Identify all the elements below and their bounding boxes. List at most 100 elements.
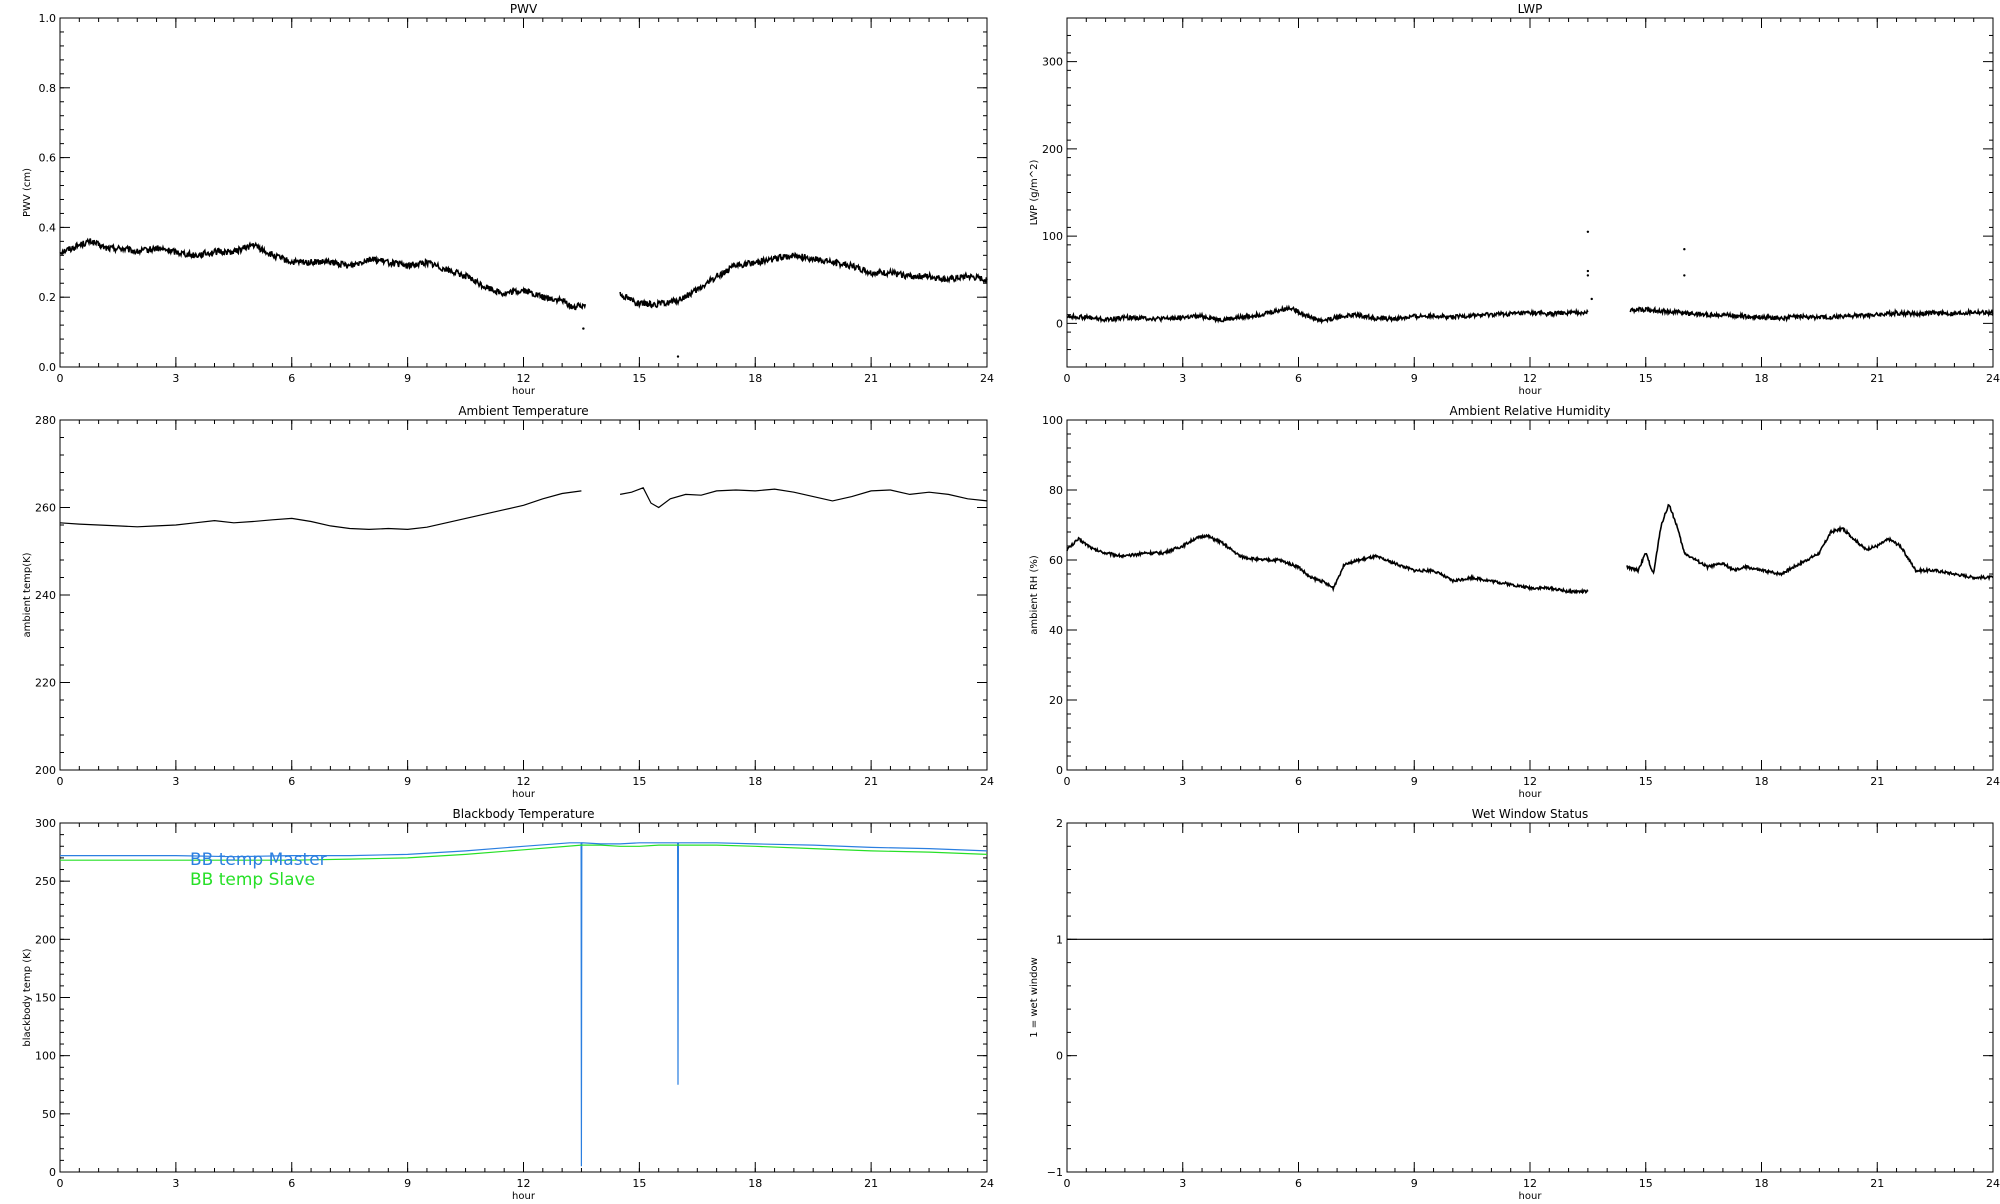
x-tick-label: 15 (1639, 1177, 1653, 1190)
x-tick-label: 18 (1755, 775, 1769, 788)
y-tick-label: 60 (1049, 554, 1063, 567)
chart-title: Ambient Temperature (458, 404, 588, 418)
data-point (1586, 269, 1590, 273)
x-tick-label: 3 (172, 372, 179, 385)
y-tick-label: 250 (35, 875, 56, 888)
chart-title: PWV (510, 2, 538, 16)
plot-frame (59, 419, 988, 771)
x-tick-label: 18 (748, 372, 762, 385)
y-tick-label: 80 (1049, 484, 1063, 497)
y-tick-label: 100 (1042, 414, 1063, 427)
y-tick-label: 240 (35, 589, 56, 602)
data-point (1586, 230, 1590, 233)
x-tick-label: 21 (1870, 1177, 1884, 1190)
legend-entry: BB temp Slave (190, 870, 315, 890)
series-line (1066, 304, 1589, 325)
data-point (1586, 274, 1590, 277)
x-tick-label: 24 (1986, 372, 2000, 385)
x-tick-label: 9 (1411, 1177, 1418, 1190)
x-tick-label: 18 (1755, 1177, 1769, 1190)
y-tick-label: 200 (1042, 143, 1063, 156)
series-line (1066, 533, 1589, 595)
x-tick-label: 3 (1179, 775, 1186, 788)
y-tick-label: 200 (35, 764, 56, 777)
x-axis-label: hour (512, 1191, 536, 1200)
x-tick-label: 24 (980, 1177, 994, 1190)
plot-frame (1066, 822, 1994, 1173)
x-axis-label: hour (512, 386, 536, 397)
x-tick-label: 12 (517, 775, 531, 788)
y-tick-label: 0 (1056, 317, 1063, 330)
y-tick-label: 100 (35, 1050, 56, 1063)
chart-title: Wet Window Status (1472, 807, 1588, 821)
y-tick-label: 300 (1042, 56, 1063, 69)
x-tick-label: 6 (288, 372, 295, 385)
y-tick-label: 280 (35, 414, 56, 427)
x-tick-label: 0 (1064, 372, 1071, 385)
y-tick-label: 0 (1056, 1050, 1063, 1063)
y-tick-label: 1 (1056, 933, 1063, 946)
x-axis-label: hour (1519, 789, 1543, 800)
x-axis-label: hour (1519, 1191, 1543, 1200)
x-tick-label: 12 (1523, 1177, 1537, 1190)
x-tick-label: 15 (632, 775, 646, 788)
x-tick-label: 9 (1411, 775, 1418, 788)
y-axis-label: LWP (g/m^2) (1029, 160, 1040, 226)
y-tick-label: 50 (42, 1108, 56, 1121)
x-tick-label: 12 (517, 372, 531, 385)
y-axis-label: blackbody temp (K) (22, 948, 33, 1046)
x-tick-label: 21 (1870, 775, 1884, 788)
series-line (59, 237, 587, 311)
data-point (582, 327, 585, 330)
series-0 (1066, 503, 1994, 595)
y-tick-label: 100 (1042, 230, 1063, 243)
x-tick-label: 18 (1755, 372, 1769, 385)
y-tick-label: 0.2 (39, 291, 57, 304)
x-tick-label: 6 (1295, 372, 1302, 385)
data-point (1683, 248, 1686, 251)
x-tick-label: 15 (632, 1177, 646, 1190)
x-tick-label: 0 (1064, 1177, 1071, 1190)
x-tick-label: 21 (864, 1177, 878, 1190)
y-tick-label: 300 (35, 817, 56, 830)
series-line (59, 490, 582, 531)
x-tick-label: 24 (980, 775, 994, 788)
y-tick-label: 2 (1056, 817, 1063, 830)
x-tick-label: 18 (748, 775, 762, 788)
x-tick-label: 24 (1986, 1177, 2000, 1190)
series-line (60, 842, 988, 1167)
ambient-rh-chart: Ambient Relative Humidity 0 3 6 9 12 15 18 21 24 h… (1029, 404, 2000, 800)
x-tick-label: 15 (632, 372, 646, 385)
y-axis-label: ambient RH (%) (1029, 555, 1040, 635)
y-tick-label: 20 (1049, 694, 1063, 707)
series-line (619, 487, 988, 509)
x-tick-label: 9 (404, 1177, 411, 1190)
y-tick-label: 220 (35, 677, 56, 690)
x-tick-label: 24 (980, 372, 994, 385)
series-line (619, 251, 988, 309)
x-tick-label: 0 (57, 775, 64, 788)
x-tick-label: 21 (864, 775, 878, 788)
series-0 (60, 842, 988, 1167)
x-tick-label: 3 (172, 1177, 179, 1190)
y-tick-label: 0 (49, 1166, 56, 1179)
y-tick-label: 1.0 (39, 12, 57, 25)
x-tick-label: 6 (1295, 775, 1302, 788)
chart-title: Ambient Relative Humidity (1450, 404, 1611, 418)
y-tick-label: 200 (35, 933, 56, 946)
x-tick-label: 12 (517, 1177, 531, 1190)
x-tick-label: 3 (172, 775, 179, 788)
y-tick-label: 0.6 (39, 152, 57, 165)
x-tick-label: 9 (404, 775, 411, 788)
y-tick-label: 0 (1056, 764, 1063, 777)
y-tick-label: 40 (1049, 624, 1063, 637)
x-tick-label: 0 (1064, 775, 1071, 788)
y-tick-label: 260 (35, 502, 56, 515)
series-0 (59, 487, 988, 531)
x-tick-label: 21 (1870, 372, 1884, 385)
x-tick-label: 15 (1639, 372, 1653, 385)
x-tick-label: 0 (57, 372, 64, 385)
pwv-chart: PWV 0 3 6 9 12 15 18 21 24 hour 0.0 0.2 0.4 0.6 0.8 1.0 P… (22, 2, 994, 397)
